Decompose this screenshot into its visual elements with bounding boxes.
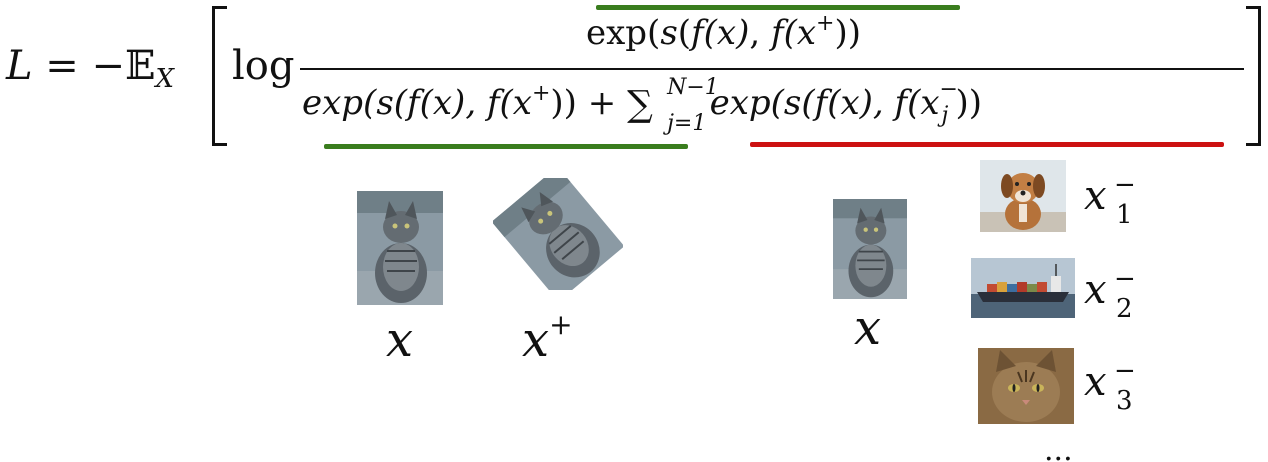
num-open: ( — [677, 13, 692, 53]
den-term1: exp(s(f(x), f(x — [302, 83, 532, 123]
ship-photo-icon — [971, 258, 1075, 318]
den-term1-sup: + — [531, 81, 551, 106]
num-x1: (x) — [703, 13, 750, 53]
num-plus-sup: + — [816, 11, 835, 36]
num-comma: , — [749, 13, 771, 53]
num-close: )) — [834, 13, 861, 53]
right-bracket — [1246, 6, 1261, 146]
den-term2-sup: − — [939, 77, 958, 102]
lhs-symbol: L — [6, 43, 33, 89]
expectation-subscript: X — [155, 64, 175, 94]
positive-label-text: x — [522, 312, 550, 368]
dog-photo-icon — [980, 160, 1066, 232]
neg3-text: x — [1084, 359, 1107, 405]
neg3-sub: 3 — [1116, 386, 1133, 416]
sum-lower: j=1 — [667, 111, 707, 136]
num-f1: f — [691, 13, 704, 53]
den-term2-sub: j — [941, 103, 949, 128]
den-plus: + — [587, 83, 617, 123]
equation-lhs: L = −𝔼X — [6, 43, 174, 92]
anchor-label-right: x — [854, 304, 881, 352]
neg2-sup: − — [1114, 264, 1136, 294]
equals-sign: = — [45, 43, 79, 89]
positive-rotated-cat-image — [493, 178, 623, 290]
negative-label-1: x −1 — [1084, 172, 1136, 236]
negative-dog-image — [980, 160, 1066, 232]
neg2-sub: 2 — [1116, 294, 1133, 324]
num-s: s — [660, 13, 678, 53]
den-term2: exp(s(f(x), f(x — [709, 83, 940, 123]
log-text: log — [232, 43, 295, 89]
anchor-label-right-text: x — [854, 300, 882, 356]
sum-operator: ∑ N−1 j=1 — [627, 77, 719, 135]
left-bracket — [212, 6, 227, 146]
den-term1-close: )) — [550, 83, 577, 123]
anchor-label-left: x — [386, 316, 413, 364]
cat-photo-icon-right — [833, 199, 907, 299]
numerator-positive-overline — [596, 5, 960, 10]
neg3-sup: − — [1114, 356, 1136, 386]
denominator-negative-underline — [750, 142, 1224, 147]
denominator: exp(s(f(x), f(x+)) + ∑ N−1 j=1 exp(s(f(x… — [302, 77, 983, 135]
positive-label: x+ — [522, 311, 573, 365]
minus-sign: − — [91, 43, 126, 89]
denominator-positive-underline — [324, 144, 688, 149]
den-term2-close: )) — [955, 83, 983, 123]
numerator: exp(s(f(x), f(x+)) — [586, 13, 861, 53]
num-exp: exp( — [586, 13, 661, 53]
num-x2: (x — [783, 13, 817, 53]
rotated-cat-photo-icon — [493, 178, 623, 290]
sum-symbol: ∑ — [627, 84, 653, 125]
num-f2: f — [770, 13, 784, 53]
neg1-text: x — [1084, 173, 1107, 219]
cat-photo-icon — [357, 191, 443, 305]
expectation-symbol: 𝔼 — [125, 43, 156, 89]
anchor-label-left-text: x — [386, 312, 414, 368]
cat-face-photo-icon — [978, 348, 1074, 424]
neg1-sup: − — [1114, 170, 1136, 200]
negative-cat-face-image — [978, 348, 1074, 424]
negative-ship-image — [971, 258, 1075, 318]
positive-label-sup: + — [549, 308, 573, 341]
fraction-bar — [300, 68, 1244, 70]
anchor-cat-image-left — [357, 191, 443, 305]
negative-label-2: x −2 — [1084, 266, 1136, 330]
more-negatives-ellipsis: ... — [1044, 433, 1073, 462]
anchor-cat-image-right — [833, 199, 907, 299]
sum-upper: N−1 — [667, 75, 719, 100]
negative-label-3: x −3 — [1084, 358, 1136, 422]
neg1-sub: 1 — [1116, 200, 1133, 230]
neg2-text: x — [1084, 267, 1107, 313]
